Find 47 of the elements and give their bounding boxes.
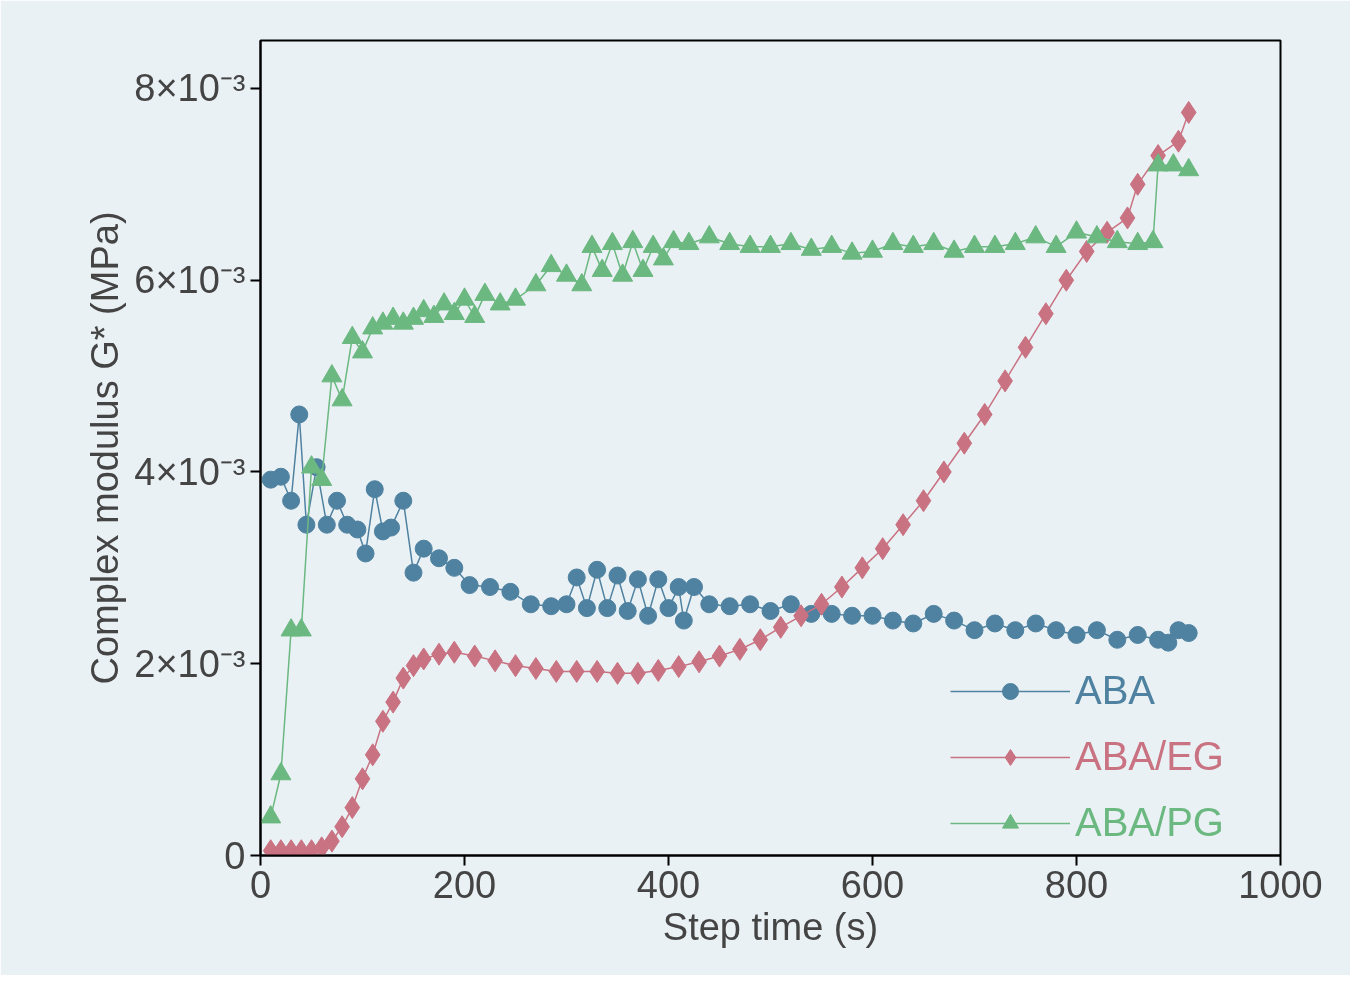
point [405,654,422,678]
point [344,796,361,820]
point [1170,129,1187,153]
legend-label: ABA/EG [1075,734,1224,779]
point [1017,335,1034,359]
point [1180,100,1197,124]
point [772,615,789,639]
point [415,647,432,671]
point [446,640,463,664]
point [976,402,993,426]
y-tick-label: 4×10⁻³ [134,450,246,493]
point [650,658,667,682]
point [395,666,412,690]
point [1119,206,1136,230]
y-tick-label: 0 [224,834,246,877]
point [874,537,891,561]
point [507,654,524,678]
point [711,644,728,668]
point [1129,172,1146,196]
point [568,659,585,683]
x-tick-label: 1000 [1238,863,1323,906]
x-tick-label: 600 [840,863,905,906]
point [752,628,769,652]
y-tick-label: 8×10⁻³ [134,67,246,110]
y-tick-label: 2×10⁻³ [134,642,246,685]
point [813,592,830,616]
y-tick-label: 6×10⁻³ [134,259,246,302]
x-tick-label: 0 [249,863,272,906]
x-tick-label: 800 [1044,863,1109,906]
point [313,836,330,856]
point [548,659,565,683]
point [466,644,483,668]
x-tick-label: 400 [636,863,701,906]
point [364,743,381,767]
x-axis-title: Step time (s) [662,905,879,948]
point [915,489,932,513]
x-tick-label: 200 [432,863,497,906]
point [1058,268,1075,292]
point [854,556,871,580]
point [670,655,687,679]
point [1078,239,1095,263]
point [609,661,626,685]
y-axis-title: Complex modulus G* (MPa) [84,211,127,685]
point [354,767,371,791]
point [956,431,973,455]
legend-label: ABA/PG [1075,800,1224,845]
legend-label: ABA [1075,668,1156,713]
